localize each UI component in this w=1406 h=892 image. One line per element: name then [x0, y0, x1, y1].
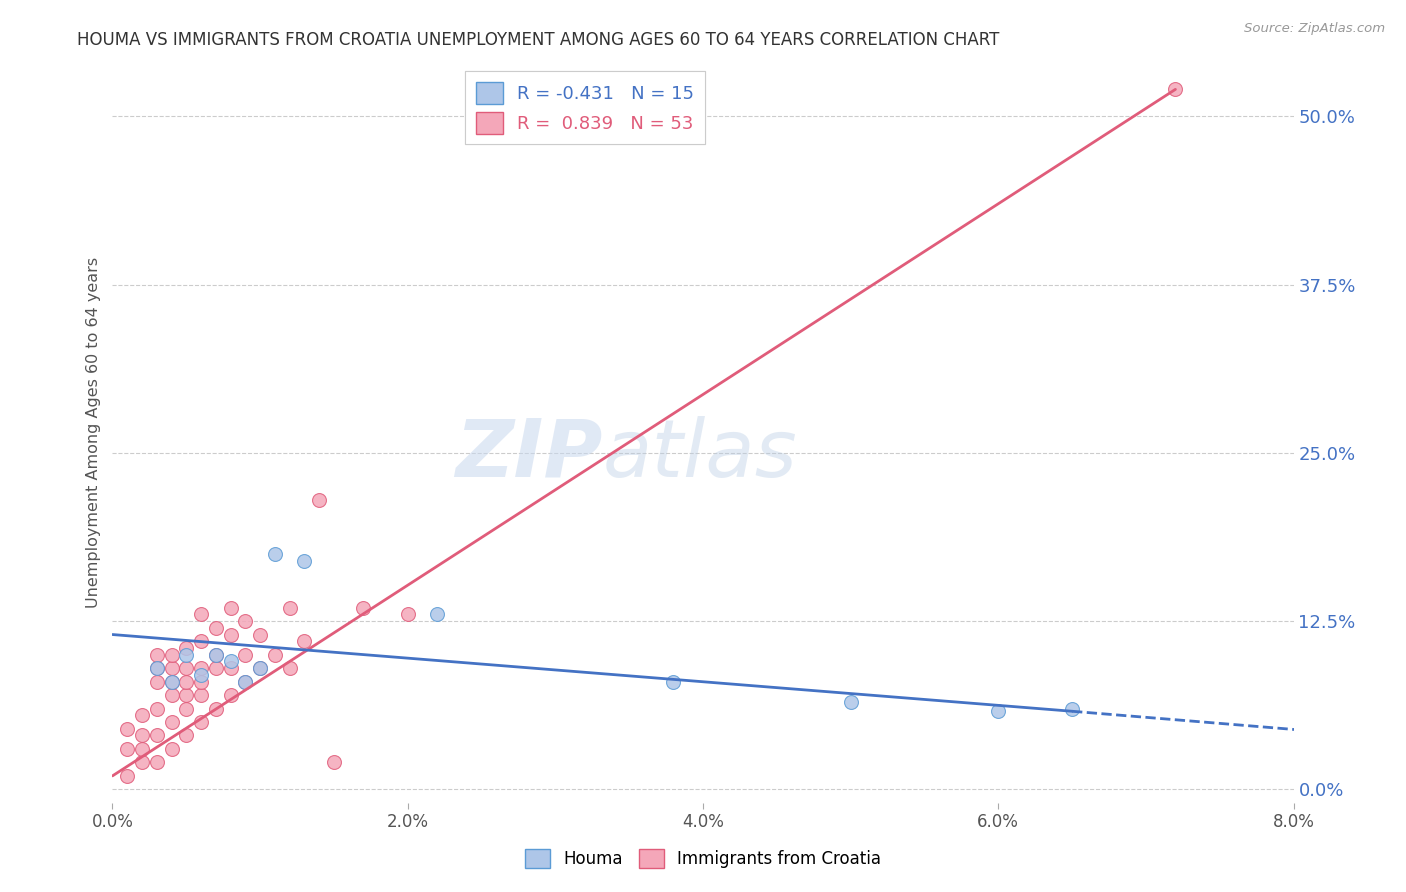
Text: HOUMA VS IMMIGRANTS FROM CROATIA UNEMPLOYMENT AMONG AGES 60 TO 64 YEARS CORRELAT: HOUMA VS IMMIGRANTS FROM CROATIA UNEMPLO…	[77, 31, 1000, 49]
Point	[352, 600, 374, 615]
Point	[219, 600, 242, 615]
Point	[396, 607, 419, 622]
Point	[146, 661, 169, 675]
Point	[249, 661, 271, 675]
Point	[146, 729, 169, 743]
Point	[278, 600, 301, 615]
Point	[249, 627, 271, 641]
Point	[160, 742, 183, 756]
Text: atlas: atlas	[603, 416, 797, 494]
Point	[219, 688, 242, 702]
Legend: Houma, Immigrants from Croatia: Houma, Immigrants from Croatia	[517, 843, 889, 875]
Point	[117, 742, 138, 756]
Point	[190, 674, 212, 689]
Point	[233, 648, 256, 662]
Point	[264, 547, 287, 561]
Point	[323, 756, 346, 770]
Point	[160, 674, 183, 689]
Point	[233, 674, 256, 689]
Point	[987, 704, 1010, 718]
Point	[131, 729, 153, 743]
Point	[131, 708, 153, 723]
Point	[205, 621, 228, 635]
Point	[233, 614, 256, 628]
Point	[146, 756, 169, 770]
Point	[426, 607, 449, 622]
Point	[160, 674, 183, 689]
Point	[190, 607, 212, 622]
Point	[292, 634, 315, 648]
Point	[205, 648, 228, 662]
Point	[662, 674, 685, 689]
Point	[117, 769, 138, 783]
Point	[190, 661, 212, 675]
Point	[205, 701, 228, 715]
Point	[839, 695, 862, 709]
Point	[190, 688, 212, 702]
Point	[308, 492, 330, 507]
Point	[117, 722, 138, 736]
Text: ZIP: ZIP	[456, 416, 603, 494]
Y-axis label: Unemployment Among Ages 60 to 64 years: Unemployment Among Ages 60 to 64 years	[86, 257, 101, 608]
Point	[190, 634, 212, 648]
Point	[190, 714, 212, 729]
Point	[146, 661, 169, 675]
Point	[146, 648, 169, 662]
Text: Source: ZipAtlas.com: Source: ZipAtlas.com	[1244, 22, 1385, 36]
Point	[205, 661, 228, 675]
Point	[219, 655, 242, 669]
Point	[174, 640, 197, 655]
Point	[205, 648, 228, 662]
Point	[1164, 82, 1187, 96]
Point	[219, 627, 242, 641]
Point	[264, 648, 287, 662]
Point	[249, 661, 271, 675]
Point	[174, 688, 197, 702]
Point	[190, 668, 212, 682]
Point	[160, 714, 183, 729]
Legend: R = -0.431   N = 15, R =  0.839   N = 53: R = -0.431 N = 15, R = 0.839 N = 53	[465, 71, 704, 145]
Point	[174, 648, 197, 662]
Point	[160, 648, 183, 662]
Point	[160, 688, 183, 702]
Point	[131, 742, 153, 756]
Point	[174, 661, 197, 675]
Point	[219, 661, 242, 675]
Point	[292, 553, 315, 567]
Point	[174, 729, 197, 743]
Point	[1062, 701, 1084, 715]
Point	[131, 756, 153, 770]
Point	[146, 674, 169, 689]
Point	[233, 674, 256, 689]
Point	[160, 661, 183, 675]
Point	[278, 661, 301, 675]
Point	[174, 674, 197, 689]
Point	[146, 701, 169, 715]
Point	[174, 701, 197, 715]
